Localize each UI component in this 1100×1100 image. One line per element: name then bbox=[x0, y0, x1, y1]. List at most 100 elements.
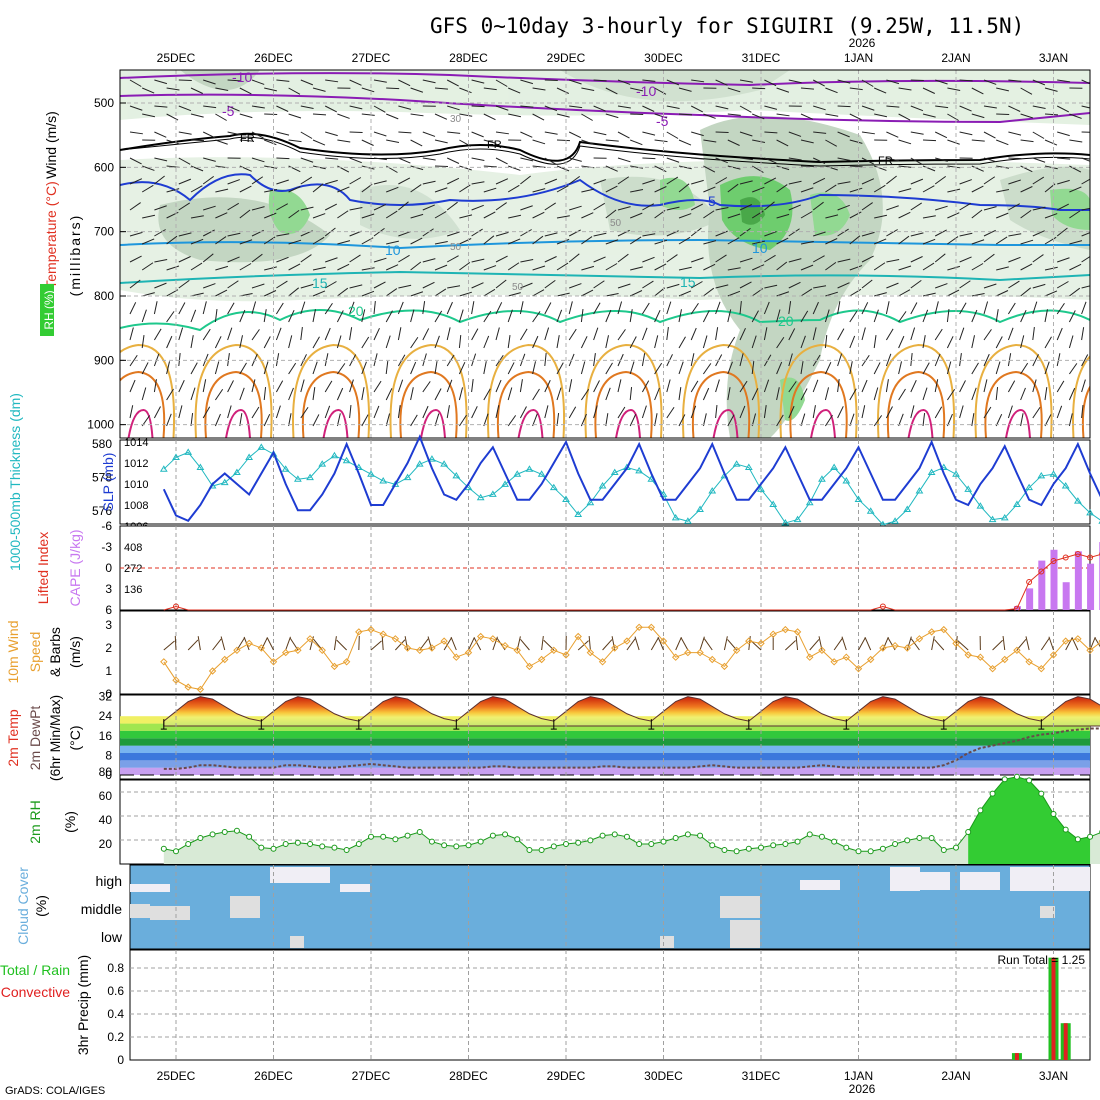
wind10m-marker bbox=[611, 644, 619, 652]
upper-air-panel: -10 -10 -5 -5 FR FR FR 5 10 10 15 15 20 … bbox=[40, 69, 1100, 439]
wind-barb bbox=[324, 380, 333, 393]
wind-barb bbox=[141, 362, 149, 375]
wind-barb bbox=[471, 328, 479, 341]
wind-barb bbox=[325, 131, 338, 137]
wind-barb bbox=[861, 79, 874, 87]
wind-barb bbox=[386, 139, 400, 143]
isotherm-30 bbox=[789, 370, 848, 438]
wind-barb bbox=[300, 327, 303, 341]
wind-barb bbox=[227, 131, 241, 136]
wind-barb bbox=[898, 335, 905, 349]
wind-barb bbox=[849, 288, 862, 297]
wind-barb bbox=[861, 231, 875, 237]
wind-barb bbox=[385, 310, 393, 323]
wind-barb bbox=[776, 414, 784, 427]
wind-barb bbox=[727, 336, 736, 349]
wind-barb bbox=[349, 105, 363, 110]
top-day-label: 30DEC bbox=[644, 51, 683, 65]
wind10m-marker bbox=[1074, 635, 1082, 643]
wind-barb bbox=[422, 79, 436, 84]
wind-barb bbox=[483, 139, 497, 144]
wind-barb bbox=[739, 301, 742, 315]
wind-barb bbox=[764, 105, 778, 110]
wind-barb bbox=[410, 113, 424, 117]
wind10m-marker bbox=[818, 646, 826, 655]
contour-label-p20a: 20 bbox=[348, 303, 364, 319]
wind-barb bbox=[154, 282, 167, 289]
wind-barb bbox=[142, 238, 155, 245]
wind-barb bbox=[1032, 254, 1044, 263]
precip-tick-label: 0.8 bbox=[107, 961, 124, 975]
isotherm-25 bbox=[779, 343, 858, 438]
wind-barb bbox=[337, 263, 350, 271]
wind-barb bbox=[1007, 380, 1016, 393]
wind-barb bbox=[947, 188, 961, 193]
thickness-marker bbox=[830, 463, 839, 471]
wind-barb bbox=[776, 309, 781, 323]
wind-barb bbox=[239, 87, 252, 95]
wind-barb bbox=[764, 79, 777, 87]
wind-barb bbox=[946, 361, 952, 375]
precip-panel: 0.80.60.40.20 Run Total = 1.25 Total / R… bbox=[0, 949, 1091, 1067]
wind-barb bbox=[276, 105, 289, 112]
wind-barb bbox=[1094, 184, 1100, 192]
wind-barb bbox=[544, 256, 557, 263]
precip-ylabel-1: Total / Rain bbox=[0, 962, 70, 978]
wind-barb bbox=[361, 290, 375, 297]
wind10m-marker bbox=[403, 644, 412, 652]
rh2m-marker bbox=[221, 829, 228, 835]
wind-barb bbox=[947, 113, 959, 121]
thickness-marker bbox=[549, 483, 558, 491]
wind-barb bbox=[690, 327, 697, 341]
wind-barb bbox=[544, 157, 557, 165]
wind-barb bbox=[959, 327, 965, 341]
wind-barb bbox=[1081, 285, 1090, 289]
wind-barb bbox=[605, 335, 609, 349]
wind-barb bbox=[349, 207, 363, 211]
wind-barb bbox=[568, 301, 573, 315]
wind-barb bbox=[495, 131, 509, 135]
wind-tick-label: 0 bbox=[105, 687, 112, 701]
wind-barb bbox=[727, 213, 741, 219]
rh2m-marker bbox=[782, 841, 789, 847]
credit-label: GrADS: COLA/IGES bbox=[5, 1085, 105, 1097]
wind-barb bbox=[1044, 414, 1052, 427]
wind-barb bbox=[202, 253, 214, 263]
rh2m-marker bbox=[831, 838, 838, 845]
wind-barb bbox=[1056, 353, 1061, 367]
wind10m-barb bbox=[858, 637, 866, 651]
wind-barb bbox=[459, 238, 472, 245]
wind-barb bbox=[288, 387, 294, 401]
wind-barb bbox=[446, 201, 458, 211]
precip-tick-label: 0.4 bbox=[107, 1007, 124, 1021]
bottom-day-label: 31DEC bbox=[742, 1069, 781, 1083]
wind-barb bbox=[727, 237, 740, 245]
wind-barb bbox=[1094, 291, 1100, 296]
wind-barb bbox=[971, 87, 984, 95]
wind10m-barb bbox=[785, 640, 796, 651]
wind-barb bbox=[739, 257, 753, 263]
thickness-marker bbox=[1073, 497, 1082, 504]
rh2m-marker bbox=[928, 835, 935, 841]
wind-barb bbox=[410, 336, 419, 349]
wind-barb bbox=[288, 335, 293, 349]
temp2m-minmax-whiskers bbox=[160, 719, 1045, 730]
wind-barb bbox=[812, 79, 825, 87]
wind-barb bbox=[568, 253, 580, 263]
wind-barb bbox=[276, 157, 290, 160]
wind-barb bbox=[129, 354, 138, 367]
wind-barb bbox=[824, 387, 830, 401]
cloud-level-middle: middle bbox=[81, 901, 122, 917]
wind-barb bbox=[1032, 230, 1045, 237]
wind-barb bbox=[752, 240, 765, 245]
wind-barb bbox=[532, 388, 540, 401]
wind10m-marker bbox=[781, 625, 790, 634]
wind-barb bbox=[886, 157, 900, 162]
wind-barb bbox=[861, 202, 873, 211]
wind-barb bbox=[312, 387, 316, 401]
wind-barb bbox=[752, 139, 766, 143]
isotherm-35 bbox=[615, 408, 641, 438]
thickness-marker bbox=[854, 495, 863, 502]
wind-barb bbox=[861, 327, 866, 341]
